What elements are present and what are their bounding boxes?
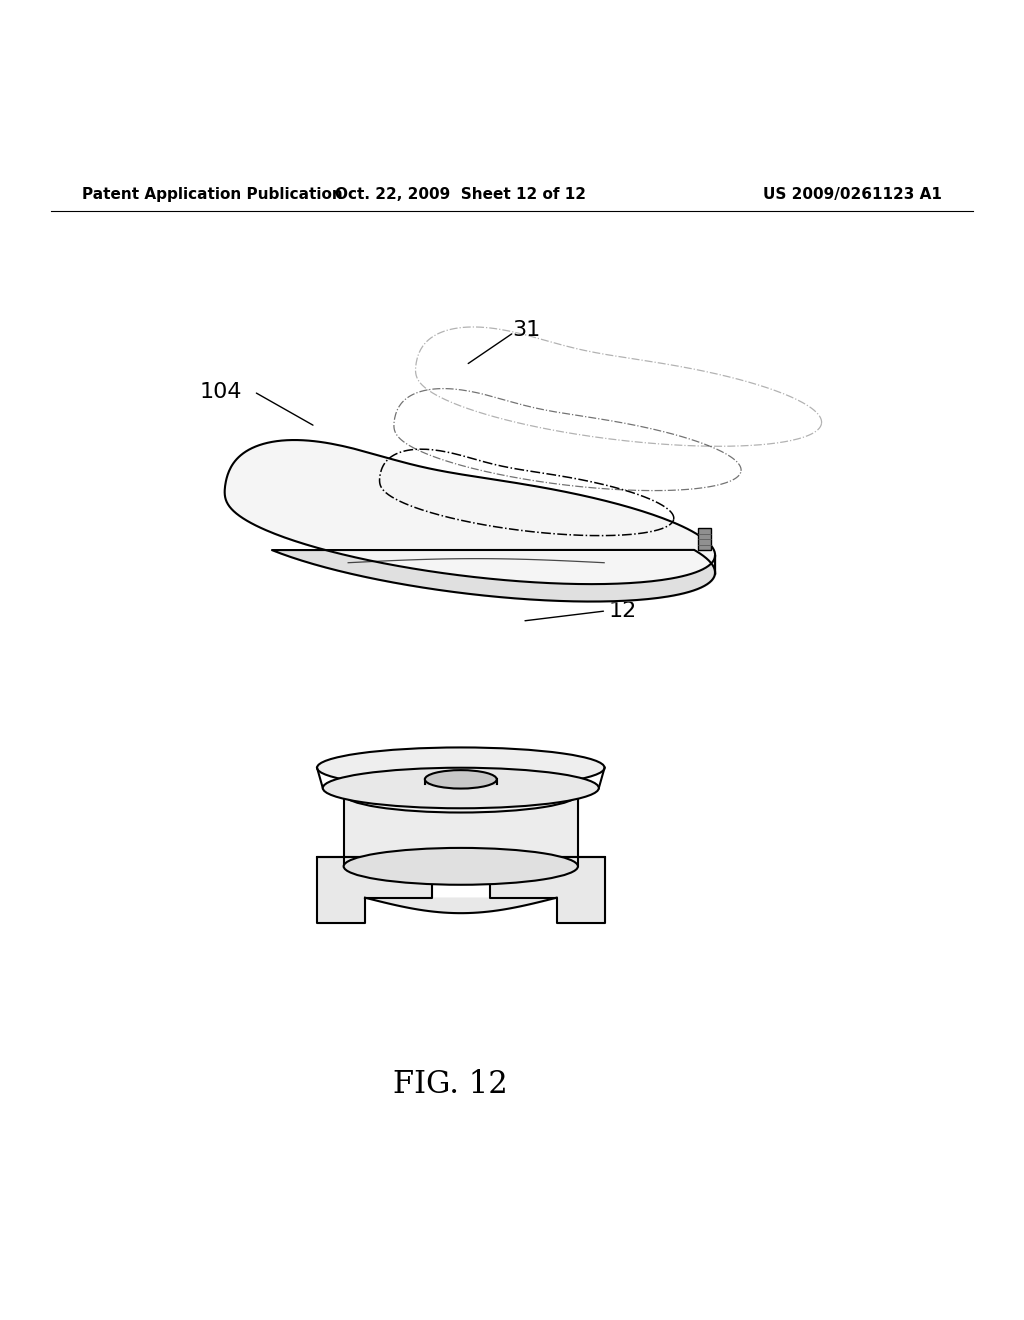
Text: 12: 12: [608, 601, 637, 620]
Bar: [698, 528, 712, 550]
Ellipse shape: [317, 747, 604, 788]
Ellipse shape: [425, 770, 497, 788]
Text: US 2009/0261123 A1: US 2009/0261123 A1: [763, 186, 942, 202]
Polygon shape: [224, 440, 715, 585]
Ellipse shape: [344, 847, 578, 884]
Ellipse shape: [344, 776, 578, 813]
Polygon shape: [344, 795, 578, 866]
Text: Oct. 22, 2009  Sheet 12 of 12: Oct. 22, 2009 Sheet 12 of 12: [335, 186, 587, 202]
Text: FIG. 12: FIG. 12: [393, 1069, 508, 1101]
Text: 104: 104: [200, 381, 243, 401]
Text: Patent Application Publication: Patent Application Publication: [82, 186, 343, 202]
Text: 31: 31: [512, 321, 541, 341]
Polygon shape: [317, 857, 431, 924]
Polygon shape: [425, 779, 497, 784]
Polygon shape: [490, 857, 604, 924]
Ellipse shape: [323, 768, 599, 808]
